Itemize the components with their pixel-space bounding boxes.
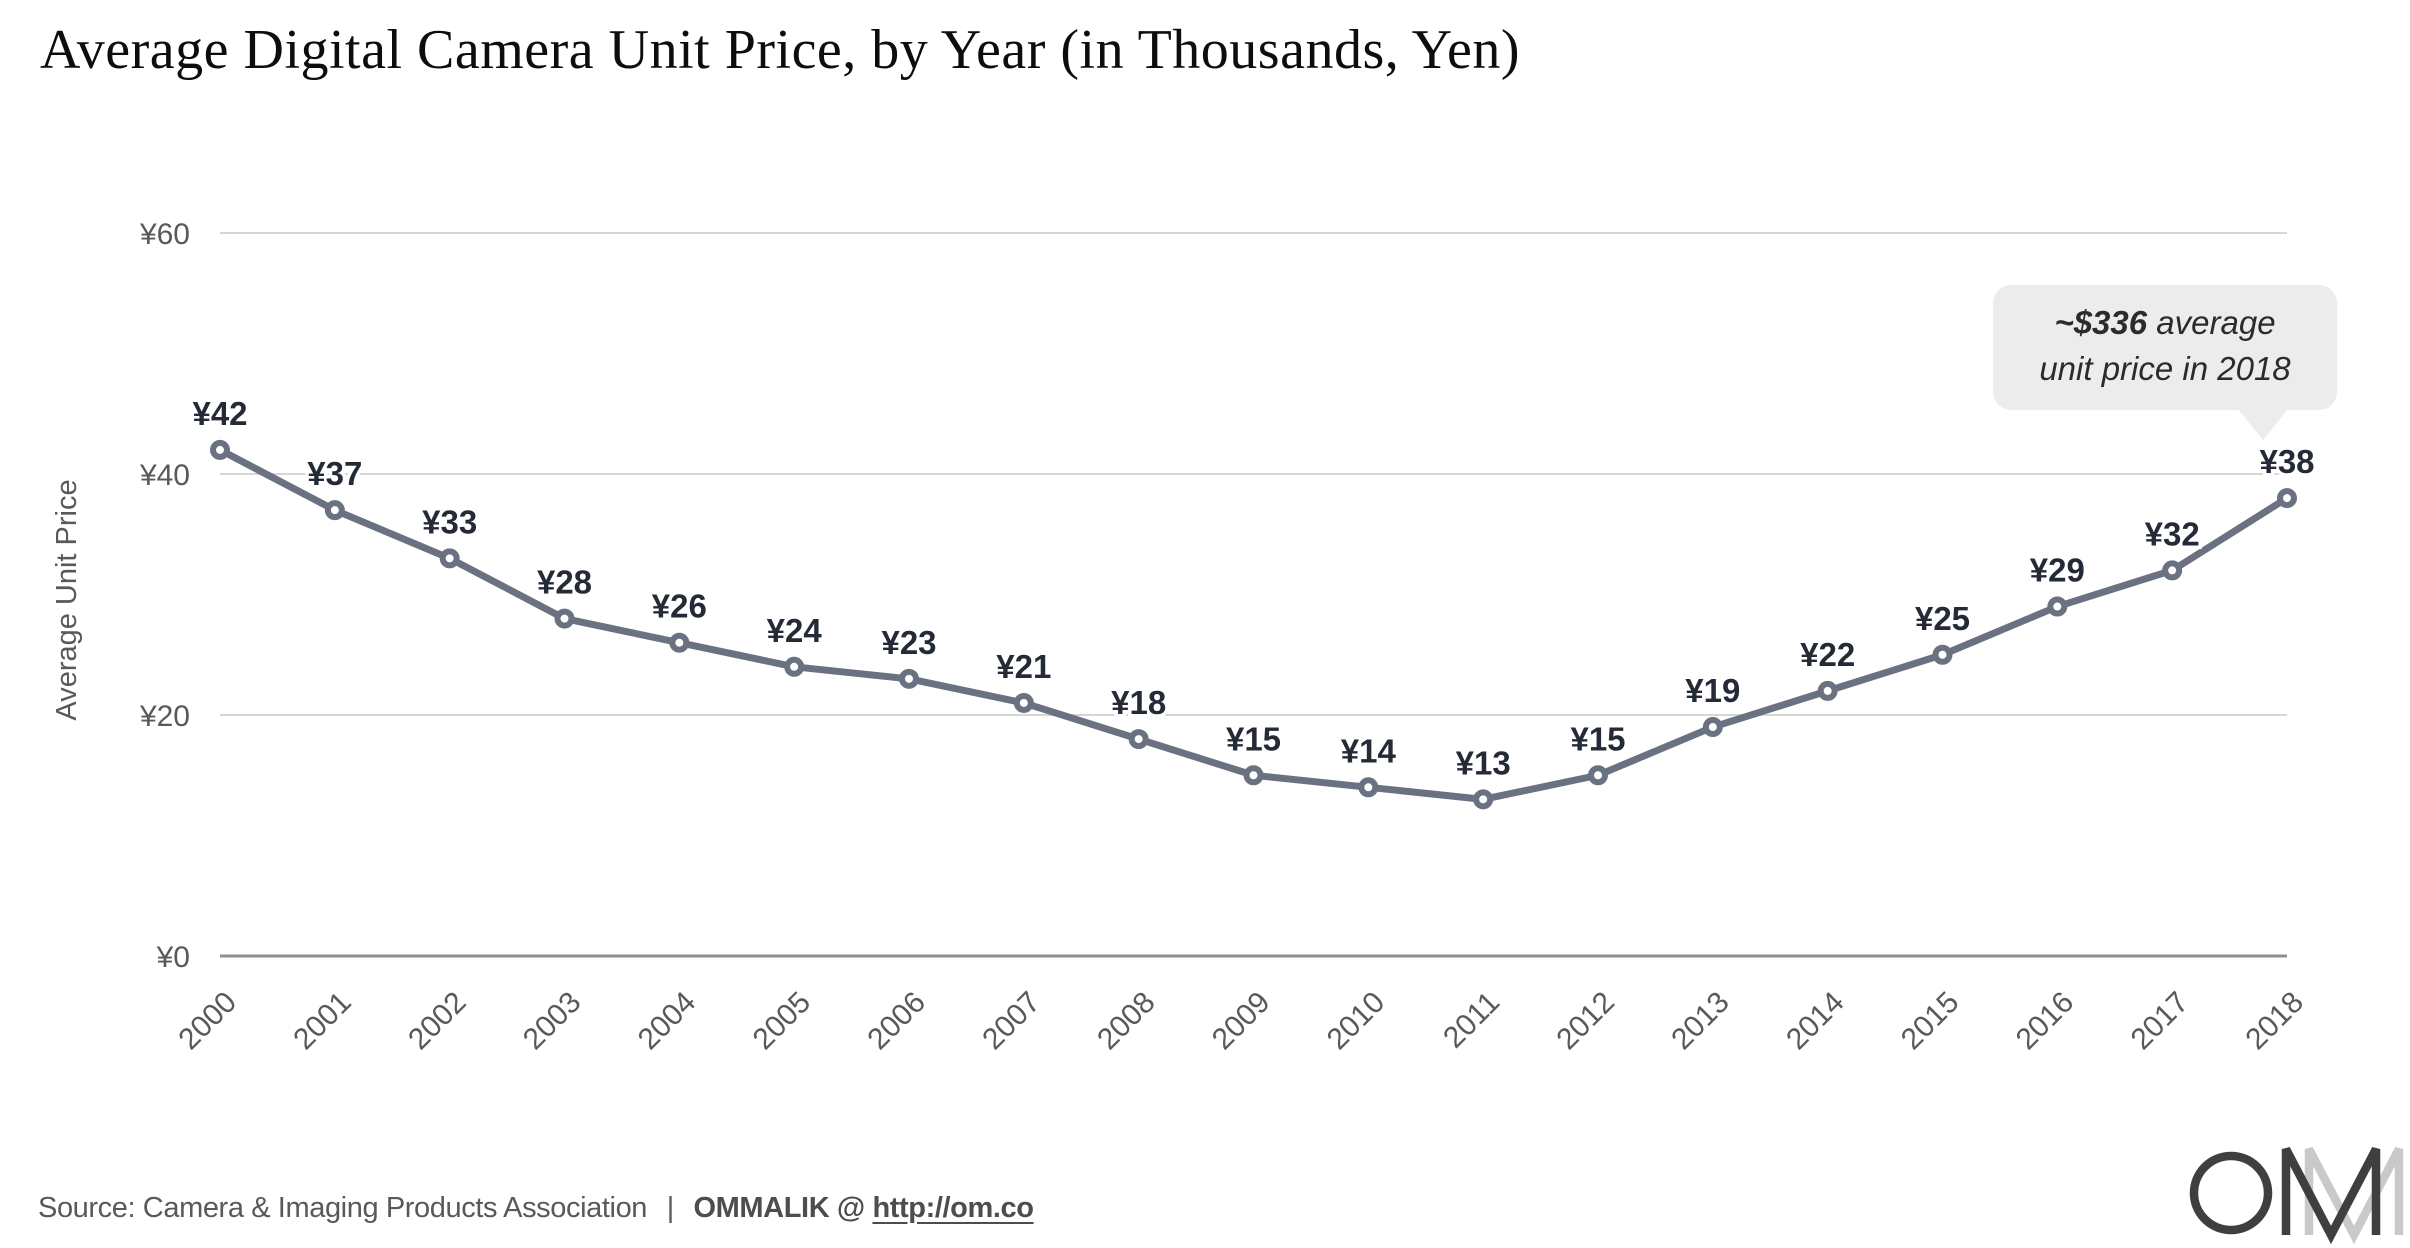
x-tick-label: 2001 bbox=[287, 986, 358, 1057]
x-tick-label: 2013 bbox=[1665, 986, 1736, 1057]
data-point bbox=[2047, 596, 2068, 617]
data-point-label: ¥37 bbox=[307, 455, 362, 492]
x-tick-label: 2004 bbox=[632, 986, 703, 1057]
y-tick-label: ¥0 bbox=[156, 941, 190, 974]
x-tick-label: 2012 bbox=[1550, 986, 1621, 1057]
x-tick-label: 2016 bbox=[2010, 986, 2081, 1057]
data-point bbox=[899, 668, 919, 689]
x-tick-label: 2015 bbox=[1895, 986, 1966, 1057]
x-tick-label: 2017 bbox=[2125, 986, 2196, 1057]
x-tick-label: 2003 bbox=[517, 986, 588, 1057]
data-point bbox=[2277, 488, 2297, 509]
data-point bbox=[210, 439, 230, 460]
y-axis-title: Average Unit Price bbox=[51, 479, 83, 720]
annotation-text: ~$336 average unit price in 2018 bbox=[2039, 304, 2291, 387]
x-tick-label: 2006 bbox=[861, 986, 932, 1057]
data-point bbox=[1243, 765, 1264, 786]
data-point-label: ¥29 bbox=[2030, 552, 2085, 589]
data-point bbox=[1473, 789, 1494, 810]
source-separator: | bbox=[666, 1192, 675, 1224]
x-tick-label: 2002 bbox=[402, 986, 473, 1057]
data-point-label: ¥26 bbox=[652, 588, 707, 625]
data-point-label: ¥28 bbox=[537, 564, 592, 601]
data-point-label: ¥18 bbox=[1111, 684, 1166, 721]
data-point-label: ¥24 bbox=[767, 612, 823, 649]
data-point bbox=[1358, 777, 1379, 798]
author-credit: OMMALIK @ bbox=[693, 1192, 866, 1224]
data-point-label: ¥23 bbox=[881, 624, 936, 661]
source-text: Source: Camera & Imaging Products Associ… bbox=[38, 1192, 648, 1224]
data-point bbox=[439, 548, 460, 569]
data-point bbox=[1932, 644, 1953, 665]
data-point-label: ¥33 bbox=[422, 503, 477, 540]
source-link[interactable]: http://om.co bbox=[872, 1192, 1034, 1224]
data-point bbox=[784, 656, 805, 677]
source-line: Source: Camera & Imaging Products Associ… bbox=[38, 1192, 1034, 1225]
x-tick-label: 2007 bbox=[976, 986, 1047, 1057]
data-point-label: ¥15 bbox=[1226, 720, 1281, 757]
x-tick-label: 2010 bbox=[1321, 986, 1392, 1057]
y-tick-label: ¥60 bbox=[139, 218, 190, 251]
x-tick-label: 2011 bbox=[1437, 986, 1506, 1055]
x-tick-label: 2009 bbox=[1206, 986, 1277, 1057]
data-point-label: ¥19 bbox=[1685, 672, 1740, 709]
annotation-callout: ~$336 average unit price in 2018 bbox=[1993, 285, 2337, 440]
data-point bbox=[554, 608, 575, 629]
data-point-label: ¥15 bbox=[1570, 720, 1625, 757]
data-point bbox=[1013, 692, 1034, 713]
data-point-label: ¥38 bbox=[2259, 443, 2314, 480]
x-tick-label: 2008 bbox=[1091, 986, 1162, 1057]
annotation-highlight: ~$336 bbox=[2054, 304, 2148, 341]
data-point-label: ¥21 bbox=[996, 648, 1051, 685]
data-point bbox=[1588, 765, 1608, 786]
data-point-label: ¥25 bbox=[1915, 600, 1970, 637]
x-tick-label: 2018 bbox=[2239, 986, 2310, 1057]
data-point bbox=[669, 632, 690, 653]
data-point-label: ¥14 bbox=[1341, 732, 1397, 769]
data-point-label: ¥42 bbox=[192, 395, 247, 432]
y-tick-label: ¥20 bbox=[139, 700, 190, 733]
om-logo-icon bbox=[2189, 1147, 2404, 1245]
data-point-label: ¥32 bbox=[2145, 515, 2200, 552]
callout-tail-icon bbox=[2238, 409, 2288, 440]
data-point-label: ¥13 bbox=[1456, 744, 1511, 781]
x-tick-label: 2014 bbox=[1780, 986, 1851, 1057]
data-point bbox=[1817, 680, 1838, 701]
data-point bbox=[324, 500, 345, 521]
x-tick-label: 2000 bbox=[172, 986, 243, 1057]
x-tick-label: 2005 bbox=[747, 986, 818, 1057]
data-point bbox=[1128, 729, 1149, 750]
data-point bbox=[2162, 560, 2183, 581]
data-point bbox=[1702, 717, 1723, 738]
y-tick-label: ¥40 bbox=[139, 459, 190, 492]
data-point-label: ¥22 bbox=[1800, 636, 1855, 673]
page-title: Average Digital Camera Unit Price, by Ye… bbox=[40, 19, 1520, 81]
